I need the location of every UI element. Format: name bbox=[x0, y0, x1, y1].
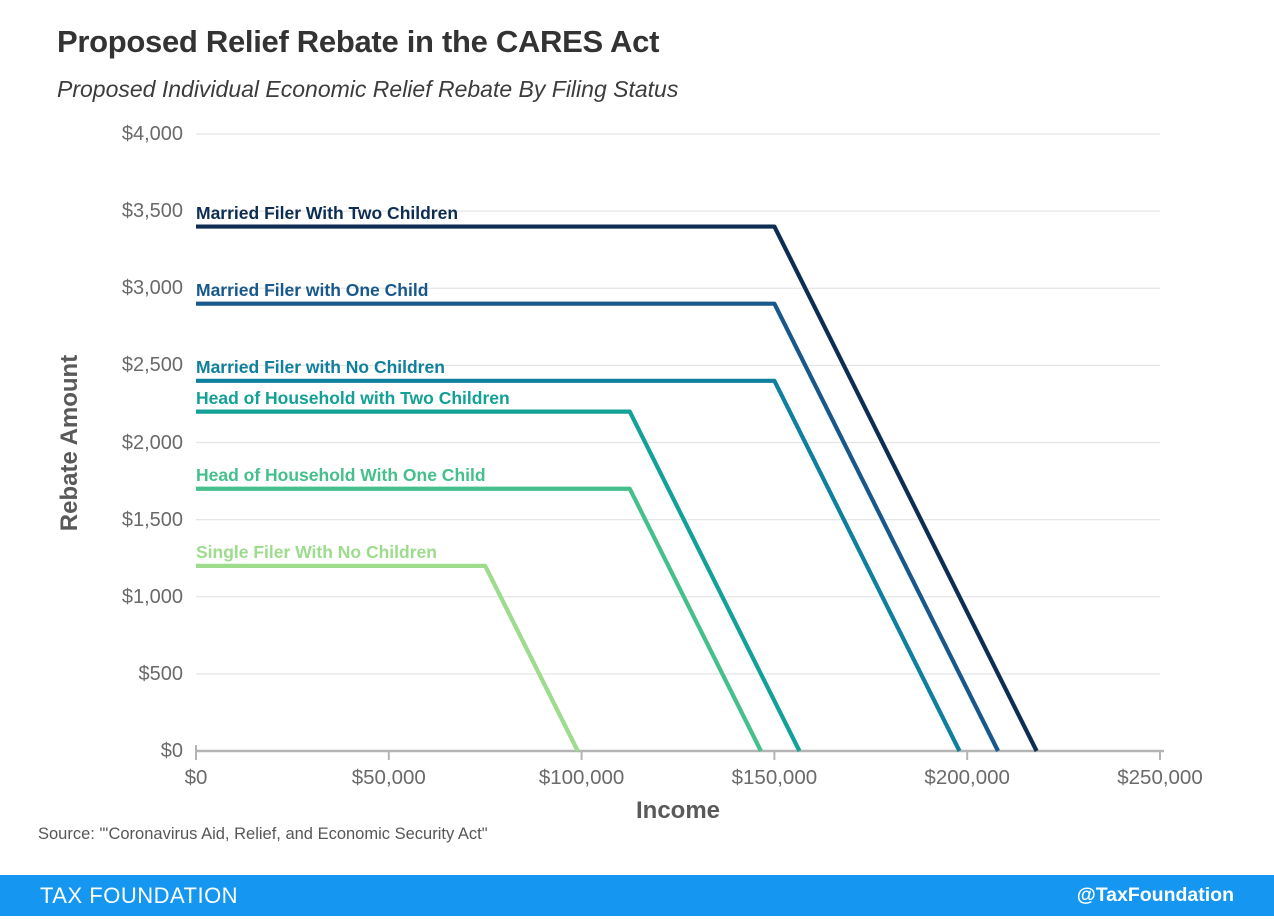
series-line-0 bbox=[196, 224, 1039, 752]
x-tick-label: $200,000 bbox=[924, 766, 1010, 789]
y-axis-title: Rebate Amount bbox=[56, 354, 83, 532]
series-label-4: Head of Household With One Child bbox=[196, 464, 486, 485]
y-tick-label: $3,000 bbox=[121, 277, 183, 300]
chart-title: Proposed Relief Rebate in the CARES Act bbox=[57, 24, 660, 59]
y-tick-label: $4,000 bbox=[121, 123, 183, 145]
brand-wordmark: TAX FOUNDATION bbox=[40, 882, 239, 908]
series-line-2 bbox=[196, 378, 962, 752]
y-tick-label: $0 bbox=[160, 740, 183, 762]
series-line-1 bbox=[196, 301, 1000, 752]
y-tick-label: $500 bbox=[138, 662, 184, 685]
x-axis-title: Income bbox=[635, 797, 721, 824]
series-line-5 bbox=[196, 563, 580, 752]
series-label-3: Head of Household with Two Children bbox=[196, 387, 510, 408]
x-tick-label: $50,000 bbox=[351, 766, 426, 789]
series-line-4 bbox=[196, 486, 763, 752]
chart-subtitle: Proposed Individual Economic Relief Reba… bbox=[57, 76, 679, 102]
y-tick-label: $2,500 bbox=[121, 354, 183, 377]
series-line-3 bbox=[196, 409, 802, 752]
x-tick-label: $0 bbox=[184, 766, 208, 789]
y-tick-label: $1,500 bbox=[121, 508, 183, 531]
series-label-1: Married Filer with One Child bbox=[196, 279, 429, 300]
x-tick-label: $150,000 bbox=[731, 766, 818, 789]
source-note: Source: "'Coronavirus Aid, Relief, and E… bbox=[38, 825, 488, 843]
y-tick-label: $3,500 bbox=[121, 200, 183, 223]
series-label-0: Married Filer With Two Children bbox=[196, 202, 459, 223]
x-tick-label: $250,000 bbox=[1117, 766, 1203, 789]
y-tick-label: $1,000 bbox=[121, 585, 183, 608]
footer-bar: TAX FOUNDATION @TaxFoundation bbox=[0, 875, 1274, 916]
series-label-5: Single Filer With No Children bbox=[196, 541, 437, 562]
twitter-handle: @TaxFoundation bbox=[1076, 884, 1234, 906]
series-label-2: Married Filer with No Children bbox=[196, 356, 445, 377]
x-tick-label: $100,000 bbox=[538, 766, 625, 789]
y-tick-label: $2,000 bbox=[121, 431, 183, 454]
